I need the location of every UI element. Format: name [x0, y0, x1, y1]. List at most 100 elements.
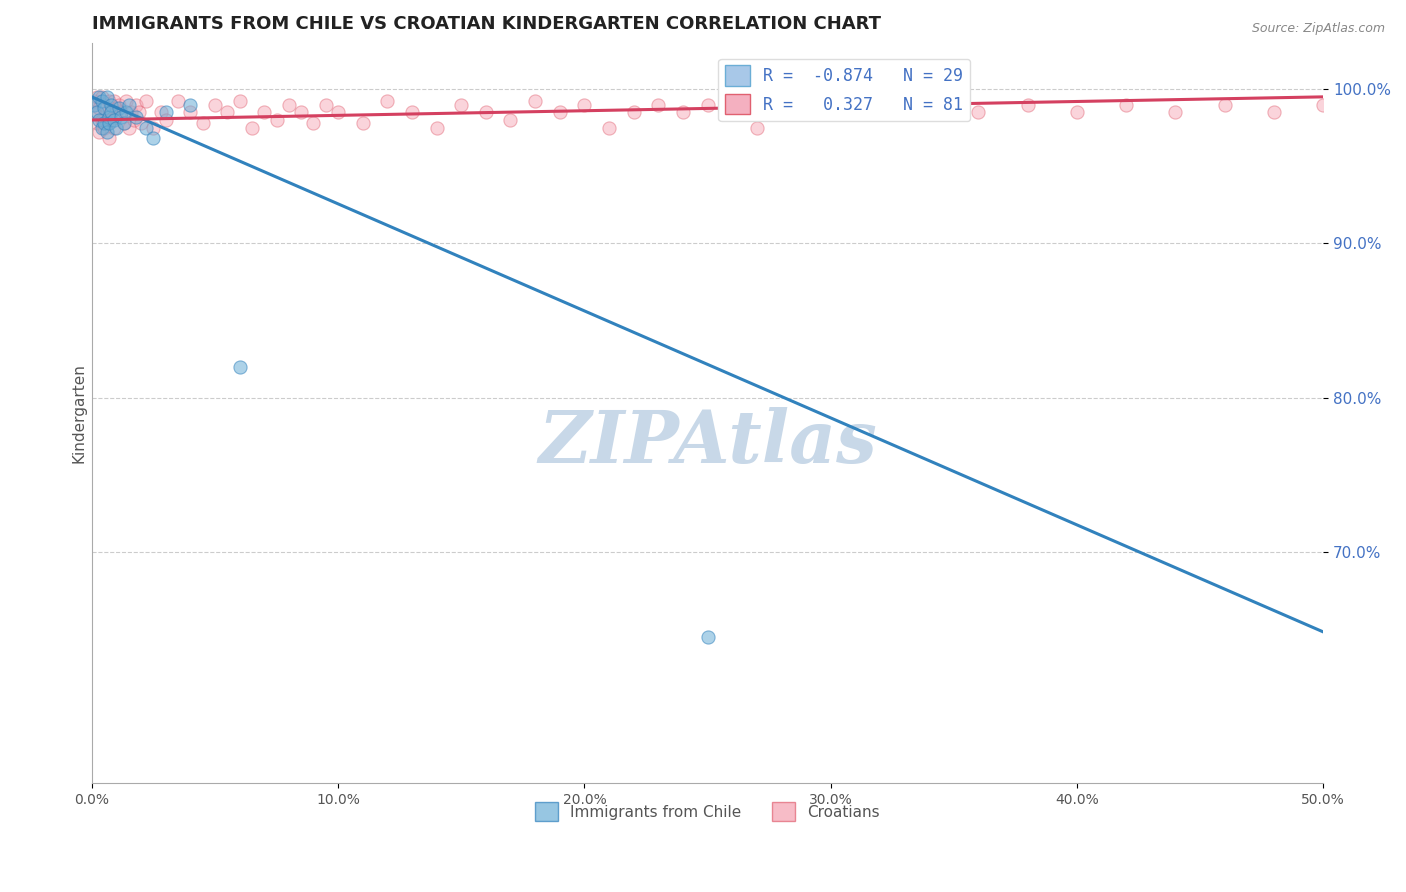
Point	[326, 105, 349, 120]
Point	[83, 105, 105, 120]
Point	[217, 105, 239, 120]
Point	[90, 95, 112, 109]
Point	[745, 120, 768, 135]
Point	[672, 105, 695, 120]
Point	[129, 116, 152, 130]
Point	[142, 120, 165, 135]
Point	[89, 101, 111, 115]
Point	[112, 116, 135, 130]
Point	[115, 105, 138, 120]
Point	[100, 105, 122, 120]
Point	[100, 105, 122, 120]
Point	[90, 120, 112, 135]
Point	[228, 95, 250, 109]
Point	[1115, 97, 1137, 112]
Point	[103, 113, 125, 128]
Point	[1017, 97, 1039, 112]
Point	[179, 105, 201, 120]
Point	[1164, 105, 1187, 120]
Point	[90, 90, 112, 104]
Point	[820, 97, 842, 112]
Y-axis label: Kindergarten: Kindergarten	[72, 363, 86, 463]
Point	[98, 110, 121, 124]
Point	[103, 120, 125, 135]
Point	[93, 101, 115, 115]
Point	[1386, 97, 1406, 112]
Point	[125, 97, 148, 112]
Point	[93, 120, 115, 135]
Point	[918, 97, 941, 112]
Point	[623, 105, 645, 120]
Text: ZIPAtlas: ZIPAtlas	[538, 407, 877, 478]
Point	[93, 97, 115, 112]
Point	[112, 116, 135, 130]
Point	[135, 120, 157, 135]
Point	[96, 125, 118, 139]
Point	[86, 105, 108, 120]
Point	[277, 97, 299, 112]
Point	[96, 90, 118, 104]
Point	[228, 359, 250, 374]
Point	[548, 105, 571, 120]
Point	[240, 120, 263, 135]
Point	[90, 113, 112, 128]
Point	[86, 90, 108, 104]
Point	[155, 113, 177, 128]
Point	[794, 97, 817, 112]
Point	[1263, 105, 1285, 120]
Point	[98, 116, 121, 130]
Point	[191, 116, 214, 130]
Point	[122, 113, 145, 128]
Point	[647, 97, 669, 112]
Point	[125, 110, 148, 124]
Point	[89, 125, 111, 139]
Point	[103, 95, 125, 109]
Point	[105, 110, 128, 124]
Point	[155, 105, 177, 120]
Text: IMMIGRANTS FROM CHILE VS CROATIAN KINDERGARTEN CORRELATION CHART: IMMIGRANTS FROM CHILE VS CROATIAN KINDER…	[91, 15, 880, 33]
Point	[83, 97, 105, 112]
Point	[253, 105, 276, 120]
Point	[105, 101, 128, 115]
Point	[118, 120, 141, 135]
Point	[98, 95, 121, 109]
Point	[696, 97, 718, 112]
Point	[426, 120, 449, 135]
Point	[142, 131, 165, 145]
Point	[1213, 97, 1236, 112]
Point	[574, 97, 596, 112]
Point	[115, 95, 138, 109]
Point	[86, 116, 108, 130]
Point	[89, 90, 111, 104]
Point	[1337, 105, 1360, 120]
Point	[204, 97, 226, 112]
Point	[967, 105, 990, 120]
Point	[105, 120, 128, 135]
Point	[721, 105, 744, 120]
Point	[290, 105, 312, 120]
Point	[1312, 97, 1334, 112]
Point	[475, 105, 498, 120]
Point	[110, 105, 132, 120]
Point	[89, 113, 111, 128]
Text: Source: ZipAtlas.com: Source: ZipAtlas.com	[1251, 22, 1385, 36]
Point	[524, 95, 547, 109]
Point	[499, 113, 522, 128]
Point	[83, 95, 105, 109]
Point	[108, 97, 131, 112]
Point	[96, 105, 118, 120]
Point	[93, 116, 115, 130]
Point	[352, 116, 374, 130]
Point	[266, 113, 288, 128]
Point	[315, 97, 337, 112]
Point	[108, 101, 131, 115]
Point	[770, 105, 793, 120]
Point	[869, 105, 891, 120]
Point	[598, 120, 620, 135]
Point	[96, 116, 118, 130]
Point	[375, 95, 398, 109]
Point	[1066, 105, 1088, 120]
Point	[401, 105, 423, 120]
Point	[167, 95, 190, 109]
Point	[128, 105, 150, 120]
